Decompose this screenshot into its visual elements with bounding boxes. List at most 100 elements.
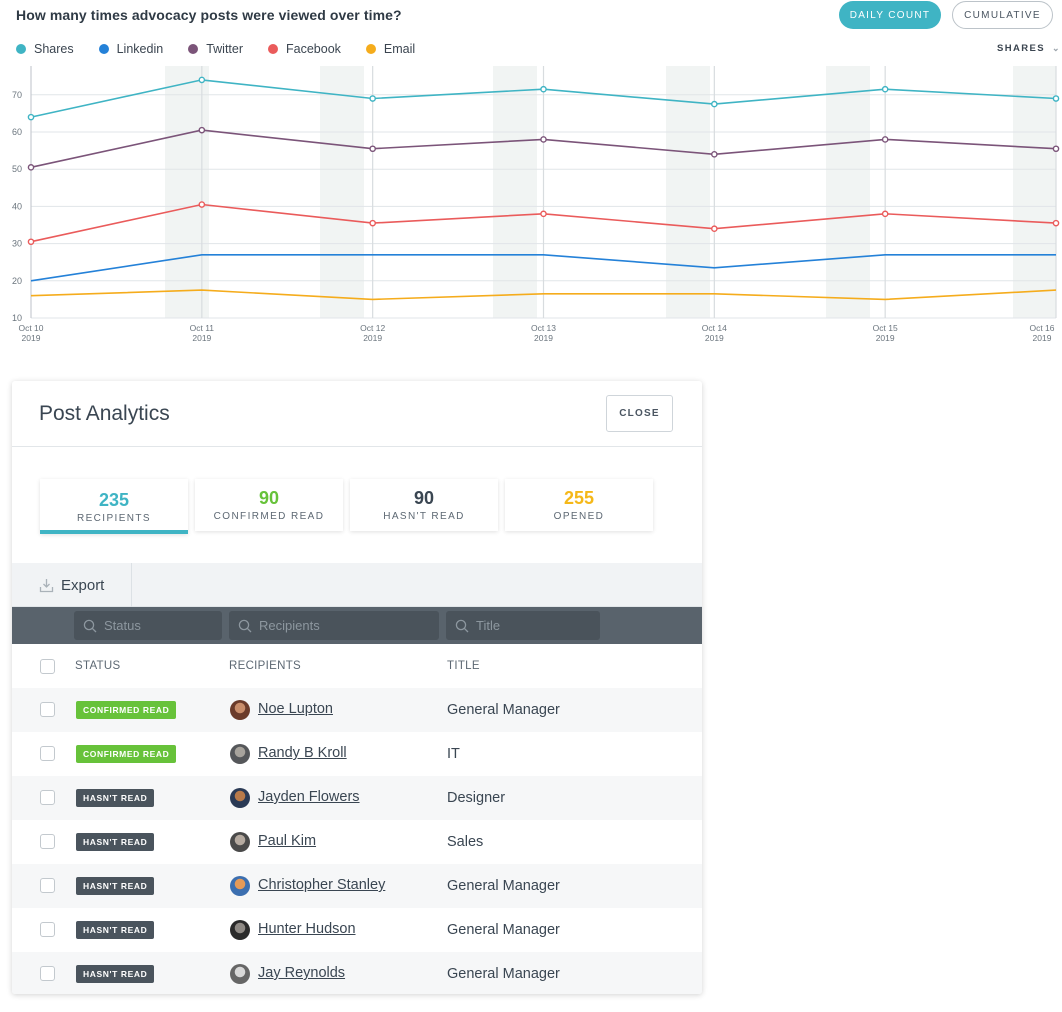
cumulative-button[interactable]: CUMULATIVE [952,1,1053,29]
metric-select[interactable]: SHARES ⌄ [997,43,1061,54]
data-point-shares [881,85,889,93]
x-tick-year-label: 2019 [876,333,895,343]
x-tick-label: Oct 14 [702,323,727,333]
recipient-name-link[interactable]: Jay Reynolds [258,965,346,981]
table-row[interactable]: HASN'T READ Jay Reynolds General Manager [12,952,702,994]
recipient-title: Designer [447,790,506,806]
status-badge: HASN'T READ [76,965,155,983]
recipient-name-link[interactable]: Hunter Hudson [258,921,356,937]
table-row[interactable]: CONFIRMED READ Noe Lupton General Manager [12,688,702,732]
title-filter-input[interactable]: Title [446,611,600,640]
y-tick-label: 30 [12,239,22,249]
shaded-band-3 [666,66,710,318]
daily-count-button[interactable]: DAILY COUNT [839,1,941,29]
row-checkbox[interactable] [40,790,55,805]
shaded-band-5 [1013,66,1056,318]
download-icon [39,578,54,592]
avatar [230,920,250,940]
table-row[interactable]: HASN'T READ Jayden Flowers Designer [12,776,702,820]
data-point-facebook [1052,219,1060,227]
stat-confirmed-read-label: CONFIRMED READ [213,511,325,522]
search-icon [238,619,252,632]
series-line-linkedin [30,254,1056,282]
legend-label-email: Email [383,42,416,56]
recipient-title: Sales [447,834,484,850]
row-checkbox[interactable] [40,922,55,937]
data-point-shares [27,113,35,121]
legend-item-email[interactable]: Email [365,42,416,56]
avatar [230,744,250,764]
table-row[interactable]: CONFIRMED READ Randy B Kroll IT [12,732,702,776]
legend-label-twitter: Twitter [206,42,243,56]
y-tick-label: 40 [12,201,22,211]
legend-item-twitter[interactable]: Twitter [188,42,243,56]
data-point-shares [369,95,376,102]
avatar [230,700,250,720]
stat-opened[interactable]: 255 OPENED [505,479,653,531]
series-line-email [30,289,1057,301]
column-header-title[interactable]: TITLE [447,660,480,672]
select-all-checkbox[interactable] [40,659,55,674]
row-checkbox[interactable] [40,878,55,893]
data-point-facebook [881,210,889,218]
recipient-name-link[interactable]: Christopher Stanley [258,877,386,893]
row-checkbox[interactable] [40,966,55,981]
x-tick-label: Oct 11 [190,323,215,333]
shaded-band-2 [493,66,537,318]
x-tick-year-label: 2019 [192,333,211,343]
stat-recipients-label: RECIPIENTS [76,512,151,524]
stat-recipients[interactable]: 235 RECIPIENTS [40,479,188,534]
stat-hasnt-read[interactable]: 90 HASN'T READ [350,479,498,531]
recipient-name-link[interactable]: Paul Kim [258,833,317,849]
table-row[interactable]: HASN'T READ Paul Kim Sales [12,820,702,864]
search-icon [455,619,469,632]
row-checkbox[interactable] [40,702,55,717]
avatar [230,788,250,808]
status-badge: CONFIRMED READ [76,745,177,763]
table-row[interactable]: HASN'T READ Christopher Stanley General Ma… [12,864,702,908]
x-tick-year-label: 2019 [1033,333,1052,343]
recipient-name-link[interactable]: Randy B Kroll [258,745,347,761]
legend-item-shares[interactable]: Shares [16,42,74,56]
legend-item-facebook[interactable]: Facebook [268,42,341,56]
data-point-shares [1052,95,1060,102]
data-point-twitter [198,126,206,134]
close-button[interactable]: CLOSE [606,395,673,432]
export-button[interactable]: Export [12,563,132,607]
table-row[interactable]: HASN'T READ Hunter Hudson General Manager [12,908,702,952]
column-header-status[interactable]: STATUS [75,660,121,672]
data-point-facebook [540,210,547,218]
x-tick-label: Oct 16 [1029,323,1054,333]
row-checkbox[interactable] [40,746,55,761]
y-tick-label: 50 [12,164,22,174]
stat-hasnt-read-label: HASN'T READ [383,511,465,522]
row-checkbox[interactable] [40,834,55,849]
recipient-name-link[interactable]: Noe Lupton [258,701,333,717]
data-point-twitter [881,136,889,143]
filter-bar: Status Recipients Title [12,607,702,644]
status-filter-input[interactable]: Status [74,611,222,640]
legend-dot-facebook [268,44,278,54]
recipient-name-link[interactable]: Jayden Flowers [258,789,360,805]
recipients-filter-input[interactable]: Recipients [229,611,439,640]
legend-item-linkedin[interactable]: Linkedin [98,42,163,56]
status-badge: HASN'T READ [76,833,155,851]
data-point-facebook [369,219,376,227]
status-badge: CONFIRMED READ [76,701,177,719]
x-tick-year-label: 2019 [363,333,382,343]
status-filter-placeholder: Status [104,618,141,633]
data-point-shares [711,100,718,108]
x-tick-label: Oct 13 [531,323,556,333]
data-point-facebook [198,201,206,208]
y-tick-label: 60 [12,127,22,137]
title-filter-placeholder: Title [476,618,501,633]
legend-dot-linkedin [98,44,109,54]
stat-confirmed-read[interactable]: 90 CONFIRMED READ [195,479,343,531]
y-tick-label: 20 [12,276,22,286]
column-header-recipients[interactable]: RECIPIENTS [229,660,302,672]
post-analytics-panel: Post Analytics CLOSE 235 RECIPIENTS 90 C… [12,381,702,994]
chart-title: How many times advocacy posts were viewe… [16,7,402,23]
y-tick-label: 70 [12,90,22,100]
avatar [230,832,250,852]
